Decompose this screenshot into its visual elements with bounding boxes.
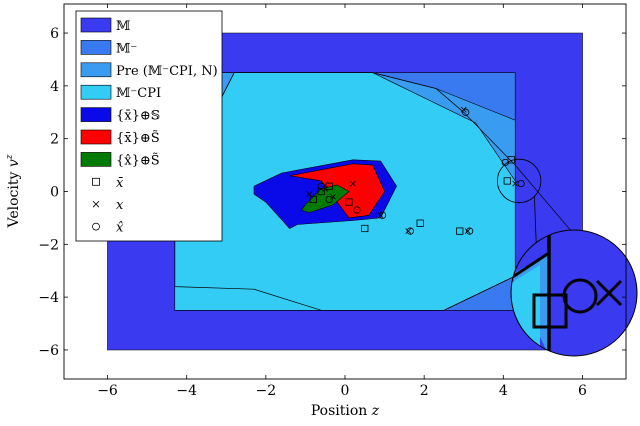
x-tick-label: −4 xyxy=(176,383,197,399)
marker-x xyxy=(377,212,384,219)
legend-entry-set_hat_S_tilde: {x̂}⊕S̃ xyxy=(80,152,160,168)
y-axis-label: Velocity vz xyxy=(5,154,22,228)
y-tick-label: 6 xyxy=(50,26,59,42)
marker-x-hat xyxy=(406,227,414,235)
legend-entry-pre: Pre (𝕄⁻CPI, N) xyxy=(80,62,218,79)
marker-x-hat xyxy=(517,179,525,188)
x-tick-label: 2 xyxy=(420,383,429,399)
legend-swatch xyxy=(80,129,112,145)
boundary-line-1 xyxy=(443,275,516,311)
x-tick-label: 6 xyxy=(578,383,587,399)
legend-marker-cross xyxy=(92,200,100,208)
legend-label: x̂ xyxy=(116,221,124,236)
zoom-marker-x-hat xyxy=(562,278,598,314)
marker-layer xyxy=(306,106,542,235)
legend-swatch xyxy=(80,17,112,33)
legend-label: x̄ xyxy=(116,176,124,191)
marker-x xyxy=(405,228,412,234)
x-tick-label: 0 xyxy=(341,383,350,399)
marker-x-bar xyxy=(456,227,464,235)
marker-x-hat xyxy=(378,211,387,219)
marker-x-hat xyxy=(462,108,470,116)
y-tick-label: 0 xyxy=(50,185,59,201)
boundary-line-0 xyxy=(174,220,322,311)
legend-swatch xyxy=(80,84,112,100)
legend: 𝕄 𝕄⁻ Pre (𝕄⁻CPI, N) 𝕄⁻CPI {x̄}⊕𝕊 {x̄}⊕S̃ {x̂}⊕… xyxy=(75,10,223,242)
marker-x-bar xyxy=(325,182,333,190)
legend-entry-x: x xyxy=(92,198,124,213)
legend-entry-set_bar_S: {x̄}⊕𝕊 xyxy=(80,107,160,124)
marker-x-bar xyxy=(309,195,317,204)
zoom-marker-x xyxy=(595,279,623,307)
x-tick-label: 4 xyxy=(499,383,508,399)
marker-x xyxy=(306,191,313,198)
zoom-boundary-diagonal xyxy=(511,251,550,280)
y-tick-label: −4 xyxy=(38,290,59,306)
marker-x xyxy=(330,193,337,200)
legend-label: {x̂}⊕S̃ xyxy=(116,152,160,168)
marker-x-hat xyxy=(353,206,361,214)
legend-entry-set_bar_S_tilde: {x̄}⊕S̃ xyxy=(80,129,160,146)
legend-marker-circle xyxy=(92,222,100,231)
marker-x-bar xyxy=(317,187,325,196)
legend-label: {x̄}⊕𝕊 xyxy=(116,109,160,124)
legend-entry-x_bar: x̄ xyxy=(92,176,124,191)
marker-x-bar xyxy=(503,177,511,185)
x-axis-label: Position z xyxy=(311,403,380,419)
zoom-frame xyxy=(510,229,638,357)
marker-x-hat xyxy=(466,227,474,235)
marker-x-hat xyxy=(501,158,509,167)
marker-x-bar xyxy=(345,198,353,206)
legend-label: {x̄}⊕S̃ xyxy=(116,130,160,146)
axis-ticks: −6 −4 −2 0 2 4 6 −6 −4 −2 0 2 4 6 xyxy=(38,4,626,399)
x-tick-label: −6 xyxy=(97,383,118,399)
zoom-indicator xyxy=(496,158,542,204)
legend-entry-cpi: 𝕄⁻CPI xyxy=(80,84,161,101)
legend-label: x xyxy=(116,198,124,213)
legend-label: 𝕄⁻ xyxy=(116,41,137,56)
marker-x-bar xyxy=(361,224,369,233)
legend-entry-x_hat: x̂ xyxy=(92,221,124,236)
legend-swatch xyxy=(80,40,112,55)
marker-x-hat xyxy=(317,182,325,190)
legend-marker-square xyxy=(92,177,100,186)
y-tick-label: −2 xyxy=(38,237,59,253)
legend-swatch xyxy=(80,62,112,78)
y-tick-label: 4 xyxy=(50,79,59,95)
zoom-marker-x-bar xyxy=(532,293,568,329)
marker-x xyxy=(350,180,356,187)
y-tick-label: 2 xyxy=(50,132,59,148)
legend-entry-Mminus: 𝕄⁻ xyxy=(80,40,137,56)
legend-entry-M: 𝕄 xyxy=(80,17,130,34)
marker-x xyxy=(322,185,329,192)
boundary-line-3 xyxy=(372,72,583,245)
legend-swatch xyxy=(80,152,112,167)
marker-x-bar xyxy=(416,219,424,227)
zoom-content xyxy=(511,230,637,356)
legend-label: 𝕄 xyxy=(116,19,130,34)
y-tick-label: −6 xyxy=(38,343,59,359)
marker-x-hat xyxy=(325,195,333,204)
zoom-connector xyxy=(533,196,537,243)
marker-x xyxy=(464,228,471,234)
legend-swatch xyxy=(80,107,112,122)
x-tick-label: −2 xyxy=(256,383,277,399)
legend-label: 𝕄⁻CPI xyxy=(116,86,161,101)
marker-x xyxy=(512,180,519,187)
legend-label: Pre (𝕄⁻CPI, N) xyxy=(116,64,218,79)
